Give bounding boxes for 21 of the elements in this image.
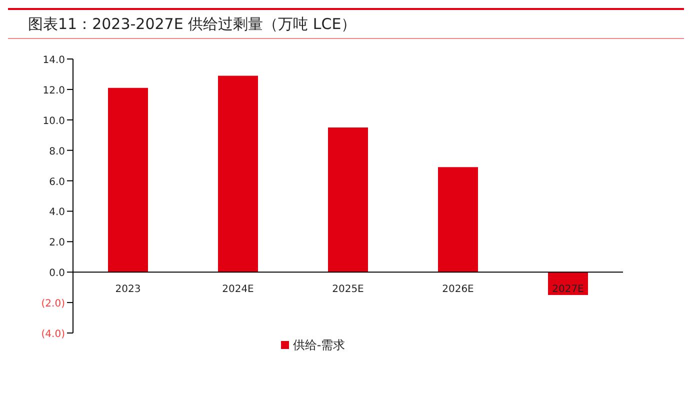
y-tick-label: 6.0 xyxy=(49,176,65,188)
y-tick-label: 0.0 xyxy=(49,268,65,280)
bar xyxy=(328,128,368,272)
x-tick-label: 2024E xyxy=(222,284,254,296)
chart-title: 图表11：2023-2027E 供给过剩量（万吨 LCE） xyxy=(8,8,684,39)
x-tick-label: 2026E xyxy=(442,284,474,296)
x-tick-label: 2023 xyxy=(115,284,141,296)
x-tick-label: 2027E xyxy=(552,284,584,296)
y-tick-label: (2.0) xyxy=(41,298,66,310)
y-tick-label: 12.0 xyxy=(42,85,65,96)
y-tick-label: 2.0 xyxy=(49,238,65,249)
x-tick-label: 2025E xyxy=(332,284,364,296)
y-tick-label: 4.0 xyxy=(49,207,65,218)
bar xyxy=(438,167,478,272)
y-tick-label: (4.0) xyxy=(41,329,66,340)
y-tick-label: 8.0 xyxy=(49,146,65,158)
bar xyxy=(108,88,148,272)
bar xyxy=(218,76,258,272)
y-tick-label: 10.0 xyxy=(42,116,65,127)
y-tick-label: 14.0 xyxy=(42,55,65,66)
legend-label: 供给-需求 xyxy=(292,338,346,352)
